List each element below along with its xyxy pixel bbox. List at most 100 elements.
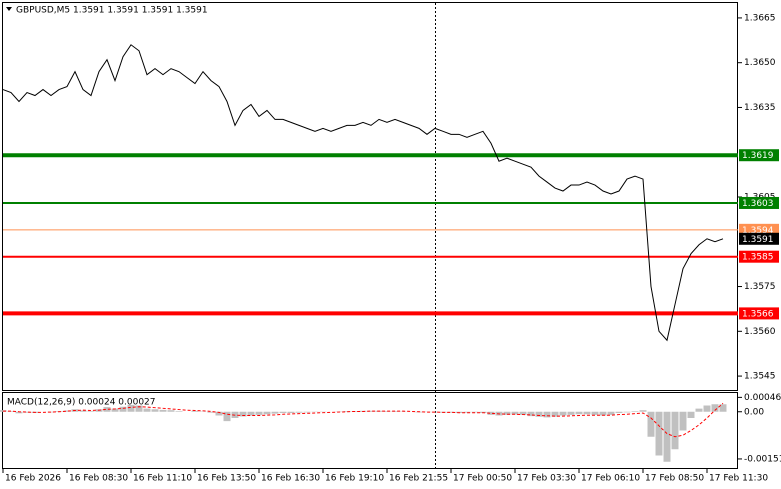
y-tick-label: 0.00	[744, 407, 764, 417]
macd-title: MACD(12,26,9) 0.00024 0.00027	[7, 398, 156, 408]
macd-histogram-bar	[503, 411, 511, 415]
y-tick-label: 1.3635	[744, 103, 776, 113]
level-label: 1.3603	[742, 199, 774, 209]
y-tick-label: -0.00151	[744, 454, 781, 464]
level-label: 1.3585	[742, 253, 774, 263]
x-tick-label: 17 Feb 08:50	[645, 474, 704, 484]
macd-histogram-bar	[655, 411, 663, 456]
level-label-box	[739, 307, 779, 320]
macd-histogram-bar	[119, 406, 127, 412]
macd-histogram-bar	[239, 411, 247, 417]
macd-signal-line	[3, 402, 724, 438]
level-label-box	[739, 250, 779, 263]
macd-histogram-bar	[167, 410, 175, 412]
macd-histogram-bar	[687, 411, 695, 418]
macd-histogram-bar	[279, 411, 287, 413]
y-tick-label: 0.00046	[744, 393, 781, 403]
macd-histogram-bar	[471, 411, 479, 413]
x-tick-label: 16 Feb 2026	[5, 474, 61, 484]
x-tick-label: 16 Feb 11:10	[133, 474, 192, 484]
macd-histogram-bar	[583, 411, 591, 415]
macd-histogram-bar	[143, 408, 151, 412]
macd-histogram-bar	[207, 411, 215, 413]
macd-histogram-bar	[719, 404, 727, 412]
macd-histogram-bar	[295, 411, 303, 413]
macd-histogram-bar	[711, 404, 719, 412]
level-label: 1.3594	[742, 226, 774, 236]
macd-histogram-bar	[447, 411, 455, 413]
macd-histogram-bar	[631, 411, 639, 412]
macd-histogram-bar	[79, 410, 87, 412]
x-tick-label: 17 Feb 00:50	[453, 474, 512, 484]
macd-histogram-bar	[191, 410, 199, 412]
macd-histogram-bar	[63, 410, 71, 412]
y-tick-label: 1.3650	[744, 58, 776, 68]
price-line	[2, 44, 724, 342]
macd-histogram-bar	[567, 411, 575, 415]
macd-histogram-bar	[383, 411, 391, 412]
macd-histogram-bar	[519, 411, 527, 415]
level-label: 1.3566	[742, 309, 774, 319]
macd-histogram-bar	[535, 411, 543, 417]
macd-histogram-bar	[151, 409, 159, 412]
y-tick-label: 1.3575	[744, 282, 776, 292]
macd-histogram-bar	[591, 411, 599, 415]
macd-histogram-bar	[367, 410, 375, 412]
menu-arrow	[6, 7, 12, 11]
current-price-box	[739, 232, 779, 245]
level-label: 1.3619	[742, 151, 774, 161]
x-tick-label: 17 Feb 06:10	[581, 474, 640, 484]
macd-histogram-bar	[303, 411, 311, 413]
x-tick-label: 16 Feb 08:30	[69, 474, 128, 484]
macd-histogram-bar	[511, 411, 519, 415]
macd-histogram-bar	[599, 411, 607, 416]
macd-histogram-bar	[623, 411, 631, 413]
chart-title: GBPUSD,M5 1.3591 1.3591 1.3591 1.3591	[16, 6, 208, 16]
macd-histogram-bar	[247, 411, 255, 416]
macd-histogram-bar	[575, 411, 583, 415]
y-tick-label: 1.3545	[744, 372, 776, 382]
macd-histogram-bar	[615, 411, 623, 413]
macd-histogram-bar	[255, 411, 263, 415]
macd-histogram-bar	[551, 411, 559, 417]
macd-histogram-bar	[175, 411, 183, 412]
macd-histogram-bar	[487, 411, 495, 415]
macd-histogram-bar	[135, 405, 143, 412]
macd-histogram-bar	[671, 411, 679, 450]
x-tick-label: 17 Feb 11:30	[709, 474, 768, 484]
macd-histogram-bar	[679, 411, 687, 431]
macd-histogram-bar	[607, 411, 615, 415]
macd-histogram-bar	[287, 411, 295, 413]
macd-histogram-bar	[695, 408, 703, 412]
macd-histogram-bar	[639, 410, 647, 412]
level-label-box	[739, 196, 779, 209]
macd-histogram-bar	[527, 411, 535, 417]
x-tick-label: 16 Feb 16:30	[261, 474, 320, 484]
macd-histogram-bar	[87, 411, 95, 412]
macd-histogram-bar	[703, 405, 711, 412]
macd-histogram-bar	[103, 407, 111, 412]
y-tick-label: 1.3560	[744, 327, 776, 337]
macd-histogram-bar	[223, 411, 231, 422]
macd-histogram-bar	[463, 411, 471, 413]
macd-histogram-bar	[23, 411, 31, 413]
macd-histogram-bar	[543, 411, 551, 418]
macd-histogram-bar	[343, 411, 351, 412]
macd-histogram-bar	[263, 411, 271, 415]
macd-histogram-bar	[647, 411, 655, 437]
level-label-box	[739, 149, 779, 162]
macd-histogram-bar	[559, 411, 567, 416]
macd-histogram-bar	[111, 408, 119, 412]
macd-panel	[2, 392, 738, 469]
macd-histogram-bar	[15, 411, 23, 414]
macd-histogram-bar	[159, 409, 167, 412]
x-tick-label: 16 Feb 19:10	[325, 474, 384, 484]
x-tick-label: 16 Feb 21:55	[389, 474, 448, 484]
current-price-label: 1.3591	[742, 235, 774, 245]
macd-histogram-bar	[47, 411, 55, 413]
y-tick-label: 1.3665	[744, 13, 776, 23]
macd-histogram-bar	[271, 411, 279, 414]
macd-histogram-bar	[663, 411, 671, 462]
price-panel	[2, 2, 738, 391]
